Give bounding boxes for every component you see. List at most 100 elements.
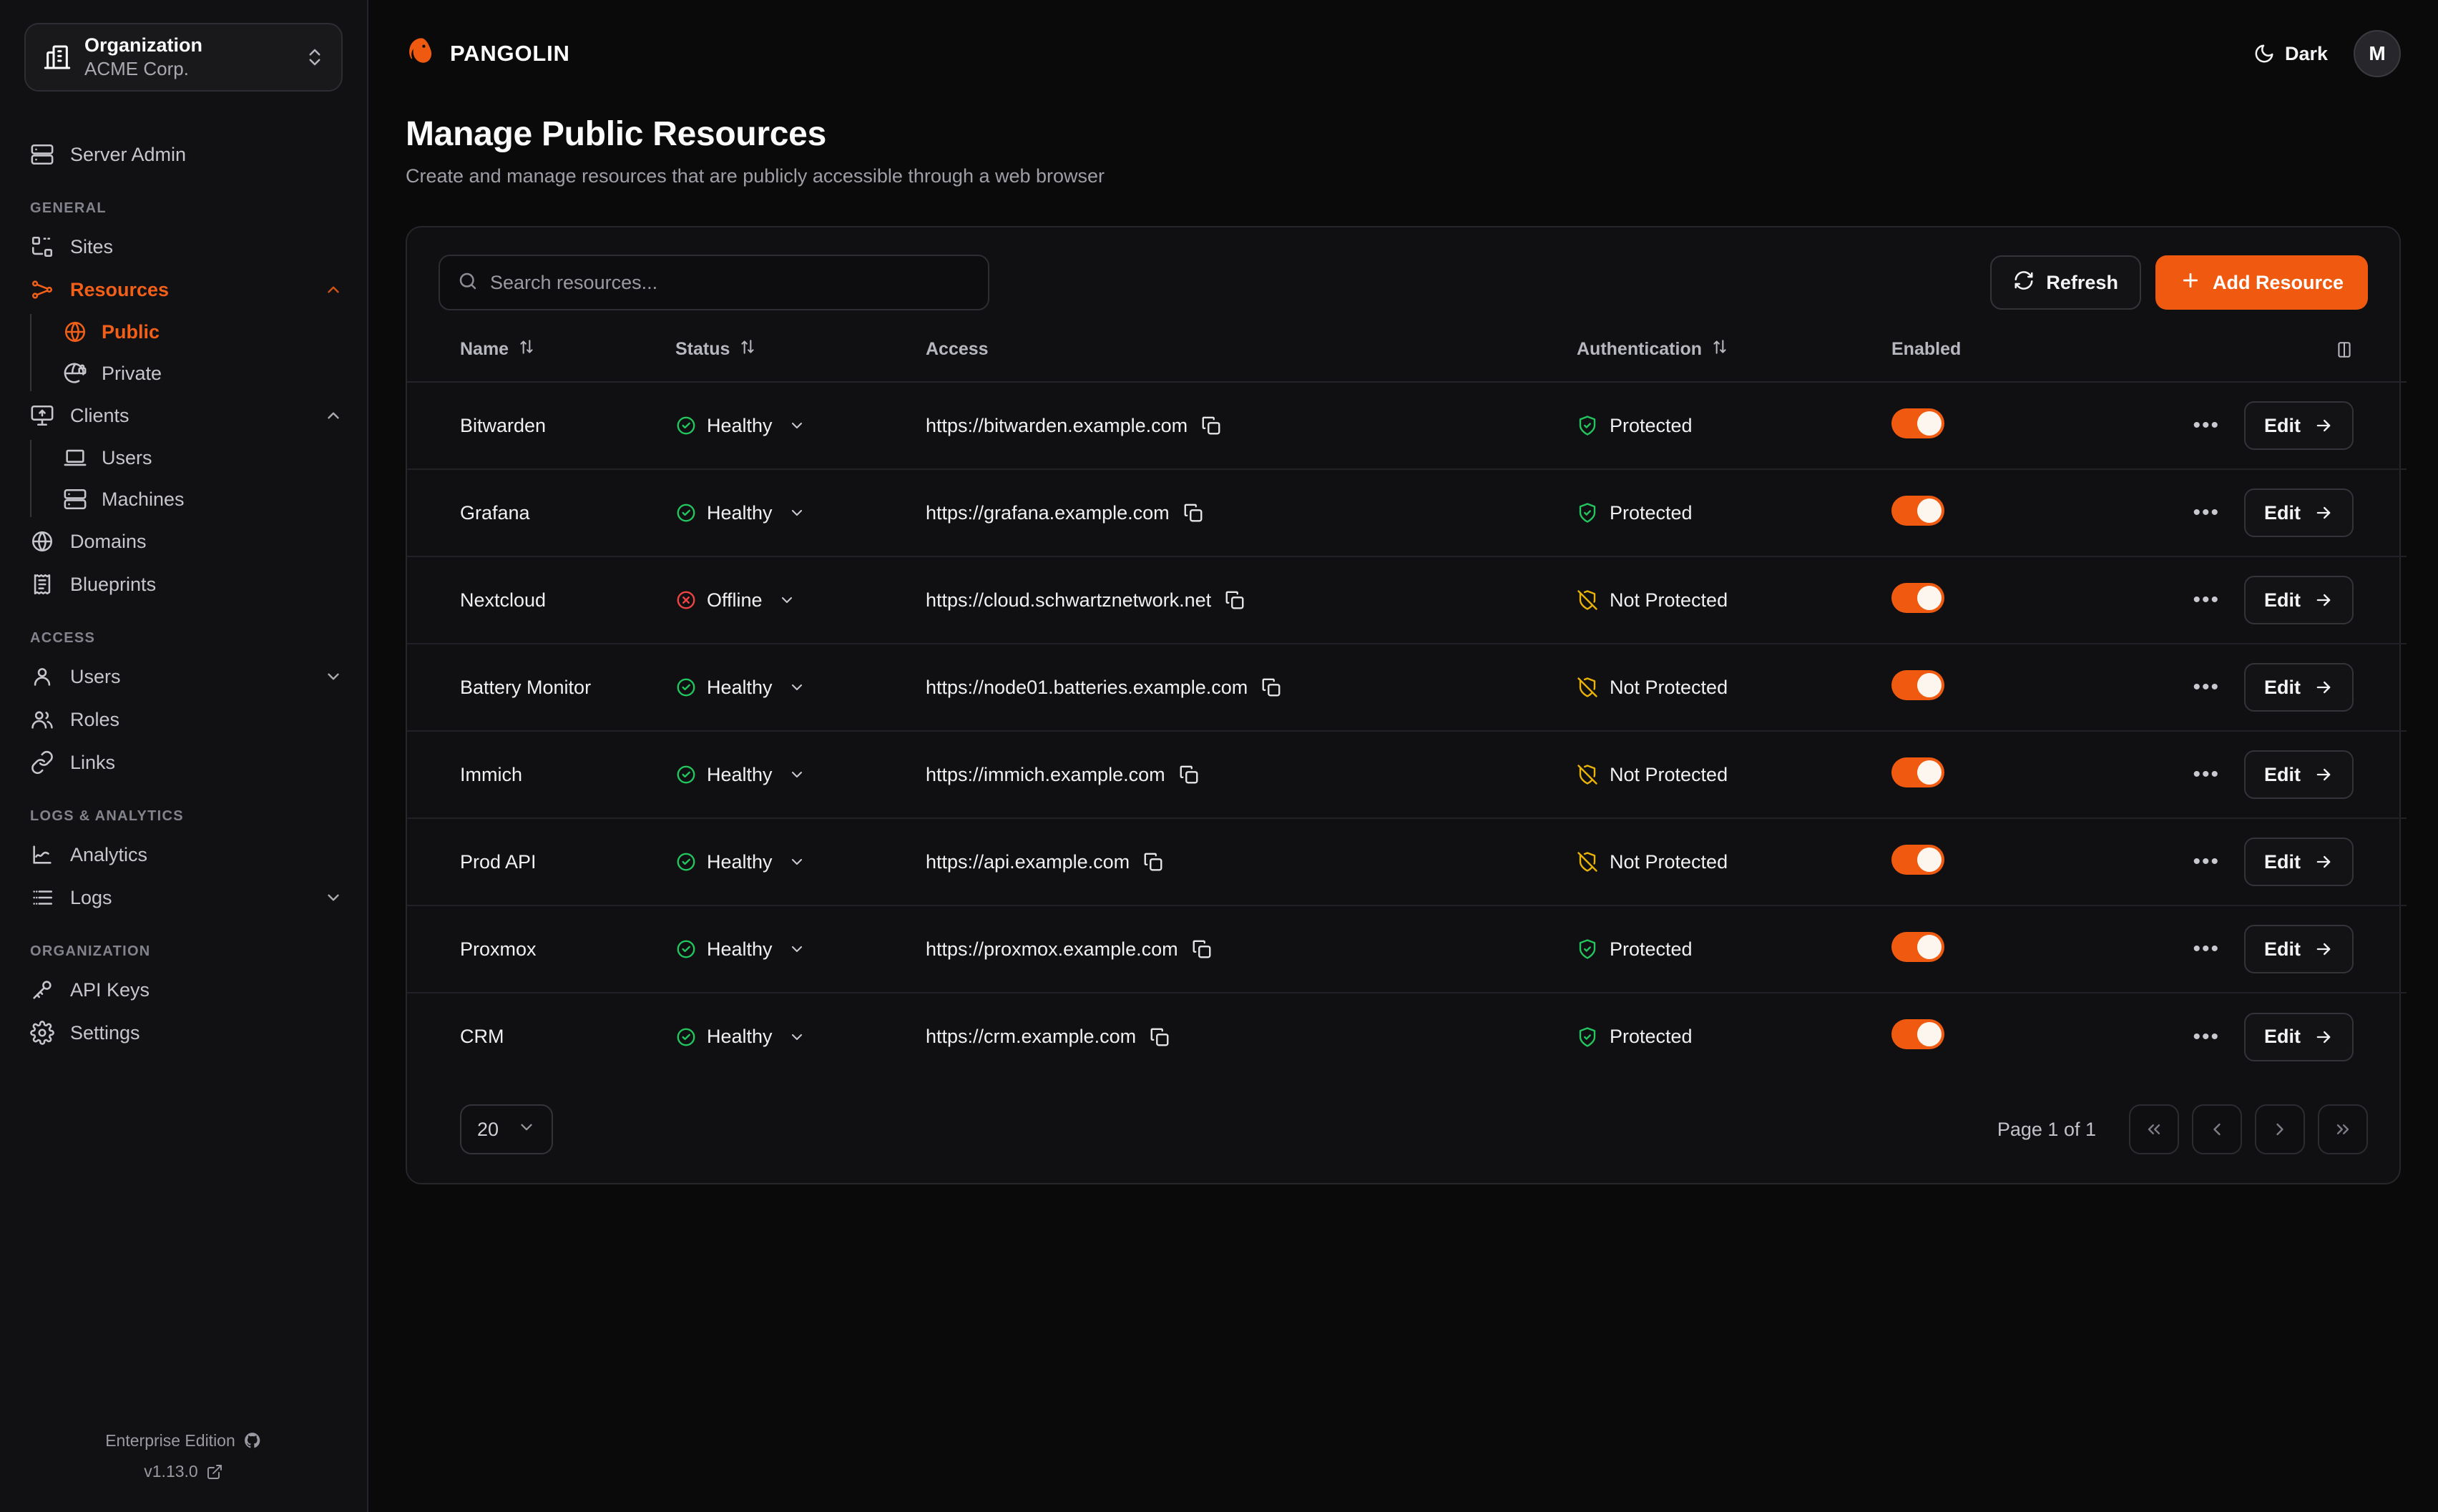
table-row[interactable]: Bitwarden Healthy https://bitwarden.exampl…: [407, 382, 2407, 470]
copy-icon[interactable]: [1149, 1026, 1170, 1048]
sidebar-item-settings[interactable]: Settings: [0, 1011, 367, 1054]
column-header-authentication[interactable]: Authentication: [1577, 330, 1891, 383]
enabled-toggle[interactable]: [1891, 757, 1944, 787]
edit-button[interactable]: Edit: [2244, 489, 2354, 537]
access-url[interactable]: https://grafana.example.com: [926, 501, 1170, 524]
more-horizontal-icon[interactable]: •••: [2193, 588, 2220, 612]
more-horizontal-icon[interactable]: •••: [2193, 413, 2220, 437]
chevron-down-icon[interactable]: [788, 504, 806, 521]
more-horizontal-icon[interactable]: •••: [2193, 501, 2220, 524]
sidebar-item-public[interactable]: Public: [30, 311, 367, 353]
cell-status[interactable]: Healthy: [675, 993, 926, 1080]
add-resource-button[interactable]: Add Resource: [2155, 255, 2368, 310]
theme-toggle-button[interactable]: Dark: [2253, 43, 2328, 65]
edit-button[interactable]: Edit: [2244, 838, 2354, 886]
chevron-down-icon[interactable]: [778, 591, 795, 609]
enabled-toggle[interactable]: [1891, 669, 1944, 700]
sidebar-item-roles[interactable]: Roles: [0, 698, 367, 741]
table-row[interactable]: Grafana Healthy https://grafana.example.co…: [407, 469, 2407, 557]
column-header-name[interactable]: Name: [407, 330, 675, 383]
access-url[interactable]: https://node01.batteries.example.com: [926, 676, 1248, 698]
column-header-status[interactable]: Status: [675, 330, 926, 383]
cell-status[interactable]: Healthy: [675, 382, 926, 470]
more-horizontal-icon[interactable]: •••: [2193, 937, 2220, 961]
sidebar-item-logs[interactable]: Logs: [0, 876, 367, 919]
search-box[interactable]: [439, 255, 989, 310]
more-horizontal-icon[interactable]: •••: [2193, 850, 2220, 873]
sidebar-item-machines[interactable]: Machines: [30, 478, 367, 520]
sidebar-item-users[interactable]: Users: [0, 655, 367, 698]
chevron-down-icon[interactable]: [788, 853, 806, 870]
column-header-access[interactable]: Access: [926, 330, 1577, 383]
brand[interactable]: PANGOLIN: [401, 35, 570, 72]
columns-icon[interactable]: [2335, 340, 2354, 359]
table-row[interactable]: Battery Monitor Healthy https://node01.bat…: [407, 644, 2407, 732]
enabled-toggle[interactable]: [1891, 844, 1944, 875]
copy-icon[interactable]: [1200, 415, 1222, 436]
chevron-down-icon[interactable]: [788, 679, 806, 696]
refresh-button[interactable]: Refresh: [1990, 255, 2141, 310]
chevron-down-icon[interactable]: [788, 941, 806, 958]
sidebar-item-clients-users[interactable]: Users: [30, 437, 367, 478]
search-input[interactable]: [490, 271, 971, 294]
enabled-toggle[interactable]: [1891, 408, 1944, 438]
github-icon[interactable]: [243, 1431, 262, 1450]
table-row[interactable]: Prod API Healthy https://api.example.com No…: [407, 818, 2407, 906]
sidebar-item-resources[interactable]: Resources: [0, 268, 367, 311]
cell-status[interactable]: Offline: [675, 556, 926, 644]
more-horizontal-icon[interactable]: •••: [2193, 1024, 2220, 1049]
table-row[interactable]: CRM Healthy https://crm.example.com Protect…: [407, 993, 2407, 1080]
edit-button[interactable]: Edit: [2244, 663, 2354, 712]
sidebar-item-server-admin[interactable]: Server Admin: [0, 133, 367, 176]
more-horizontal-icon[interactable]: •••: [2193, 762, 2220, 786]
avatar[interactable]: M: [2354, 30, 2401, 77]
edit-button[interactable]: Edit: [2244, 1012, 2354, 1061]
access-url[interactable]: https://crm.example.com: [926, 1026, 1137, 1047]
copy-icon[interactable]: [1183, 502, 1204, 524]
version-row[interactable]: v1.13.0: [0, 1456, 367, 1488]
edit-button[interactable]: Edit: [2244, 576, 2354, 624]
enabled-toggle[interactable]: [1891, 1019, 1944, 1049]
copy-icon[interactable]: [1260, 677, 1282, 698]
edition-row[interactable]: Enterprise Edition: [0, 1425, 367, 1457]
external-link-icon[interactable]: [206, 1463, 223, 1481]
enabled-toggle[interactable]: [1891, 582, 1944, 613]
next-page-button[interactable]: [2255, 1104, 2305, 1154]
copy-icon[interactable]: [1224, 589, 1245, 611]
sidebar-item-links[interactable]: Links: [0, 741, 367, 784]
chevron-down-icon[interactable]: [788, 766, 806, 783]
enabled-toggle[interactable]: [1891, 495, 1944, 526]
sidebar-item-analytics[interactable]: Analytics: [0, 833, 367, 876]
table-row[interactable]: Proxmox Healthy https://proxmox.example.co…: [407, 905, 2407, 993]
access-url[interactable]: https://cloud.schwartznetwork.net: [926, 589, 1212, 611]
previous-page-button[interactable]: [2192, 1104, 2242, 1154]
sidebar-item-api-keys[interactable]: API Keys: [0, 968, 367, 1011]
rows-per-page-select[interactable]: 20: [460, 1104, 554, 1154]
access-url[interactable]: https://bitwarden.example.com: [926, 414, 1188, 436]
last-page-button[interactable]: [2318, 1104, 2368, 1154]
copy-icon[interactable]: [1191, 938, 1213, 960]
enabled-toggle[interactable]: [1891, 931, 1944, 962]
copy-icon[interactable]: [1178, 764, 1200, 785]
cell-status[interactable]: Healthy: [675, 644, 926, 732]
sidebar-item-private[interactable]: Private: [30, 353, 367, 394]
cell-status[interactable]: Healthy: [675, 905, 926, 993]
first-page-button[interactable]: [2129, 1104, 2179, 1154]
access-url[interactable]: https://proxmox.example.com: [926, 938, 1178, 960]
sidebar-item-sites[interactable]: Sites: [0, 225, 367, 268]
access-url[interactable]: https://immich.example.com: [926, 763, 1165, 785]
copy-icon[interactable]: [1142, 851, 1164, 873]
sidebar-item-clients[interactable]: Clients: [0, 394, 367, 437]
table-row[interactable]: Nextcloud Offline https://cloud.schwartzne…: [407, 556, 2407, 644]
edit-button[interactable]: Edit: [2244, 401, 2354, 450]
edit-button[interactable]: Edit: [2244, 750, 2354, 799]
cell-status[interactable]: Healthy: [675, 731, 926, 819]
chevron-down-icon[interactable]: [788, 417, 806, 434]
cell-status[interactable]: Healthy: [675, 818, 926, 906]
sidebar-item-blueprints[interactable]: Blueprints: [0, 563, 367, 606]
chevron-down-icon[interactable]: [788, 1029, 806, 1046]
access-url[interactable]: https://api.example.com: [926, 850, 1130, 873]
table-row[interactable]: Immich Healthy https://immich.example.com N…: [407, 731, 2407, 819]
org-switcher[interactable]: Organization ACME Corp.: [24, 23, 343, 92]
edit-button[interactable]: Edit: [2244, 925, 2354, 973]
